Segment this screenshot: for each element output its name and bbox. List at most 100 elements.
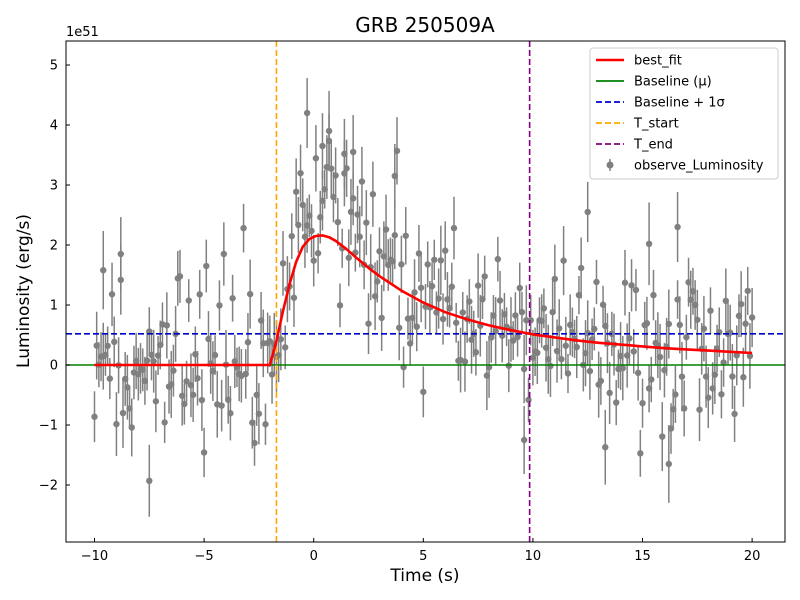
observed-data-point — [161, 401, 168, 444]
observed-data-point — [332, 147, 339, 204]
observed-data-point — [334, 197, 342, 247]
observed-marker — [431, 256, 438, 263]
legend-label: T_end — [633, 138, 673, 153]
observed-marker — [152, 398, 160, 405]
observed-data-point — [450, 196, 458, 260]
observed-marker — [382, 226, 390, 233]
observed-data-point — [203, 239, 210, 293]
observed-data-point — [391, 143, 399, 209]
observed-data-point — [251, 420, 258, 466]
observed-marker — [705, 394, 712, 401]
observed-marker — [711, 371, 719, 378]
legend-label: Baseline + 1σ — [634, 96, 725, 111]
observed-marker — [111, 338, 118, 346]
observed-data-point — [479, 279, 486, 320]
observed-marker — [319, 142, 326, 150]
observed-data-point — [626, 311, 633, 365]
observed-marker — [722, 297, 730, 305]
observed-marker — [729, 373, 736, 380]
observed-marker — [634, 369, 642, 377]
observed-data-point — [744, 266, 751, 315]
observed-data-point — [746, 323, 754, 389]
observed-marker — [494, 255, 502, 263]
observed-data-point — [319, 113, 326, 179]
observed-marker — [345, 254, 352, 261]
observed-marker — [108, 291, 116, 298]
observed-data-point — [143, 330, 151, 391]
observed-data-point — [711, 345, 719, 404]
observed-data-point — [181, 383, 188, 425]
observed-marker — [527, 317, 534, 324]
observed-data-point — [665, 289, 673, 359]
observed-data-point — [634, 345, 642, 401]
observed-data-point — [516, 262, 523, 314]
observed-data-point — [639, 378, 646, 428]
observed-data-point — [742, 295, 749, 352]
observed-marker — [325, 127, 333, 135]
observed-marker — [288, 232, 295, 240]
observed-marker — [700, 325, 708, 332]
observed-marker — [577, 264, 585, 272]
observed-data-point — [336, 283, 344, 328]
observed-marker — [369, 191, 377, 198]
observed-marker — [547, 362, 554, 370]
observed-marker — [523, 317, 530, 324]
observed-marker — [104, 342, 111, 350]
observed-marker — [591, 325, 598, 333]
observed-marker — [737, 300, 745, 308]
observed-marker — [626, 335, 633, 342]
observed-data-point — [437, 225, 445, 295]
observed-marker — [163, 322, 171, 329]
observed-data-point — [481, 255, 488, 298]
observed-data-point — [282, 325, 289, 370]
legend-label: T_start — [633, 117, 679, 132]
observed-marker — [216, 302, 223, 309]
observed-data-point — [518, 291, 526, 333]
observed-marker — [645, 240, 653, 247]
observed-marker — [593, 278, 600, 286]
observed-marker — [295, 221, 302, 229]
observed-marker — [282, 344, 289, 351]
observed-marker — [376, 248, 383, 255]
observed-marker — [442, 247, 449, 254]
observed-data-point — [152, 370, 160, 433]
observed-data-point — [705, 367, 712, 429]
observed-data-point — [308, 204, 315, 258]
observed-marker — [398, 261, 405, 268]
observed-data-point — [602, 409, 609, 485]
observed-data-point — [314, 233, 322, 274]
observed-marker — [448, 283, 456, 290]
observed-marker — [349, 195, 357, 202]
observed-marker — [514, 333, 521, 341]
observed-data-point — [128, 398, 135, 457]
observed-data-point — [310, 234, 317, 287]
observed-data-point — [374, 260, 381, 303]
observed-marker — [161, 419, 168, 426]
observed-marker — [336, 302, 344, 309]
observed-marker — [744, 287, 751, 295]
observed-data-point — [220, 222, 228, 286]
plot-content — [66, 41, 785, 542]
observed-data-point — [737, 271, 745, 338]
observed-marker — [606, 389, 613, 397]
observed-marker — [461, 358, 469, 365]
observed-marker — [244, 339, 252, 346]
observed-data-point — [229, 274, 236, 322]
observed-marker — [314, 250, 322, 257]
observed-data-point — [520, 406, 528, 474]
observed-marker — [341, 150, 348, 157]
observed-marker — [189, 391, 197, 399]
observed-marker — [128, 424, 135, 431]
observed-marker — [659, 433, 666, 440]
observed-marker — [613, 399, 620, 406]
observed-data-point — [413, 302, 420, 352]
observed-data-point — [656, 323, 664, 391]
observed-marker — [218, 402, 225, 409]
observed-marker — [246, 290, 254, 298]
observed-data-point — [628, 259, 635, 312]
x-tick-label: 0 — [310, 549, 318, 564]
observed-data-point — [196, 269, 203, 319]
observed-marker — [678, 373, 686, 380]
observed-data-point — [740, 347, 747, 407]
observed-marker — [391, 232, 399, 239]
